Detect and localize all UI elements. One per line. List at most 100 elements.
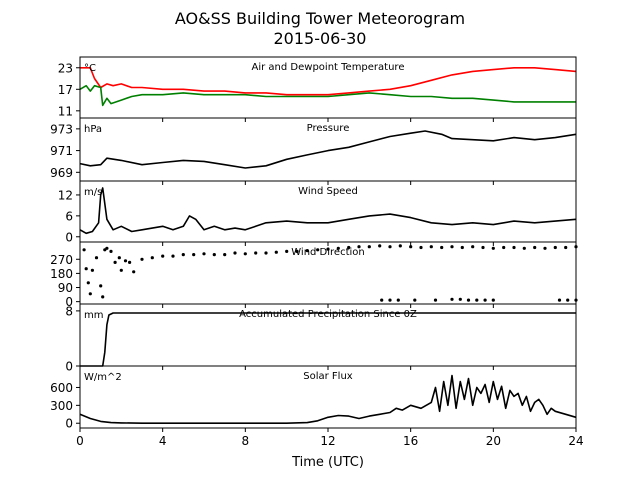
wind-direction-point [429,245,433,249]
wind-direction-panel-title: Wind Direction [291,247,365,258]
temperature-series-line [79,84,576,107]
wind-direction-point [192,253,196,257]
wind-direction-point [254,251,258,255]
wind-speed-y-tick-label: 12 [58,188,73,202]
wind-direction-point [223,253,227,257]
wind-direction-point [433,298,438,302]
wind-direction-point [109,249,113,253]
wind-direction-point [419,245,423,250]
precipitation-y-tick-label: 8 [65,304,73,318]
wind-direction-point [378,244,382,248]
wind-direction-point [564,245,568,250]
wind-direction-point [295,249,299,253]
wind-direction-point [305,249,309,253]
wind-direction-point [481,245,485,250]
wind-direction-point [84,267,88,271]
pressure-panel-title: Pressure [307,123,350,134]
pressure-panel: 969 971 973 hPa Pressure [50,117,577,185]
solar-flux-series-line [79,374,577,424]
wind-direction-point [557,298,562,302]
wind-direction-point [543,246,547,250]
wind-direction-point [181,253,185,257]
wind-direction-point [86,281,90,285]
wind-direction-point [90,268,94,272]
wind-direction-point [202,252,206,256]
wind-direction-point [357,245,361,249]
wind-direction-point [409,245,413,249]
wind-direction-point [483,298,487,302]
x-tick-label: 0 [76,434,84,448]
wind-direction-point [491,298,495,302]
temperature-y-tick-label: 23 [58,61,73,75]
wind-direction-point [285,249,289,253]
wind-direction-point [566,298,570,302]
wind-direction-point [475,298,479,302]
temperature-y-tick-label: 11 [58,104,73,118]
wind-direction-y-tick-label: 180 [50,267,73,281]
wind-direction-point [533,245,537,250]
wind-direction-point [140,257,144,261]
solar-flux-y-tick-label: 300 [50,399,73,413]
wind-direction-point [274,250,278,254]
wind-speed-panel: 0 6 12 m/s Wind Speed [58,180,577,246]
precipitation-panel: 0 8 mm Accumulated Precipitation Since 0Z [65,303,577,374]
wind-direction-point [522,246,526,250]
solar-flux-y-tick-label: 600 [50,381,73,395]
wind-speed-series-line [79,187,577,235]
wind-direction-point [450,245,454,249]
wind-direction-point [264,251,268,255]
wind-speed-y-tick-label: 6 [65,209,73,223]
x-tick-label: 16 [403,434,418,448]
wind-direction-point [336,246,340,250]
wind-direction-point [512,245,516,250]
temperature-panel: 11 17 23 °C Air and Dewpoint Temperature [58,56,577,122]
wind-direction-point [82,248,86,252]
pressure-y-tick-label: 973 [50,122,73,136]
wind-direction-point [132,270,136,274]
pressure-unit-label: hPa [84,124,102,135]
wind-direction-point [212,253,216,257]
x-tick-label: 24 [568,434,583,448]
wind-direction-point [367,245,371,249]
wind-direction-point [316,248,320,252]
wind-direction-point [94,256,99,260]
wind-direction-point [113,260,117,264]
wind-direction-point [450,297,454,301]
wind-direction-point [101,295,105,299]
wind-direction-point [398,244,402,248]
x-tick-label: 12 [320,434,335,448]
wind-direction-point [491,246,495,250]
temperature-series-line [80,67,577,96]
figure-title: AO&SS Building Tower Meteorogram [175,9,465,28]
solar-flux-panel-title: Solar Flux [303,371,353,382]
wind-direction-point [458,297,462,301]
wind-direction-point [171,254,175,258]
temperature-panel-title: Air and Dewpoint Temperature [252,62,405,73]
precipitation-series-line [80,312,576,367]
pressure-y-tick-label: 969 [50,166,73,180]
wind-speed-panel-title: Wind Speed [298,186,358,197]
wind-direction-point [388,245,392,249]
wind-direction-point [128,260,132,264]
temperature-unit-label: °C [84,63,96,74]
x-axis-label: Time (UTC) [291,455,364,470]
wind-direction-point [380,298,384,302]
precipitation-y-tick-label: 0 [65,360,73,374]
precipitation-unit-label: mm [84,310,103,321]
x-axis: 0 4 8 12 16 20 24 [76,434,583,448]
x-tick-label: 4 [159,434,167,448]
wind-direction-point [150,256,154,260]
wind-direction-y-tick-label: 270 [50,253,73,267]
wind-direction-point [502,245,506,250]
solar-flux-y-tick-label: 0 [65,417,73,431]
wind-direction-point [471,245,475,249]
wind-direction-point [413,298,417,302]
wind-direction-point [553,245,557,250]
pressure-series-line [79,130,577,169]
wind-direction-point [161,254,165,258]
wind-direction-point [440,245,444,250]
wind-direction-y-tick-label: 90 [58,281,73,295]
wind-direction-point [99,284,103,288]
